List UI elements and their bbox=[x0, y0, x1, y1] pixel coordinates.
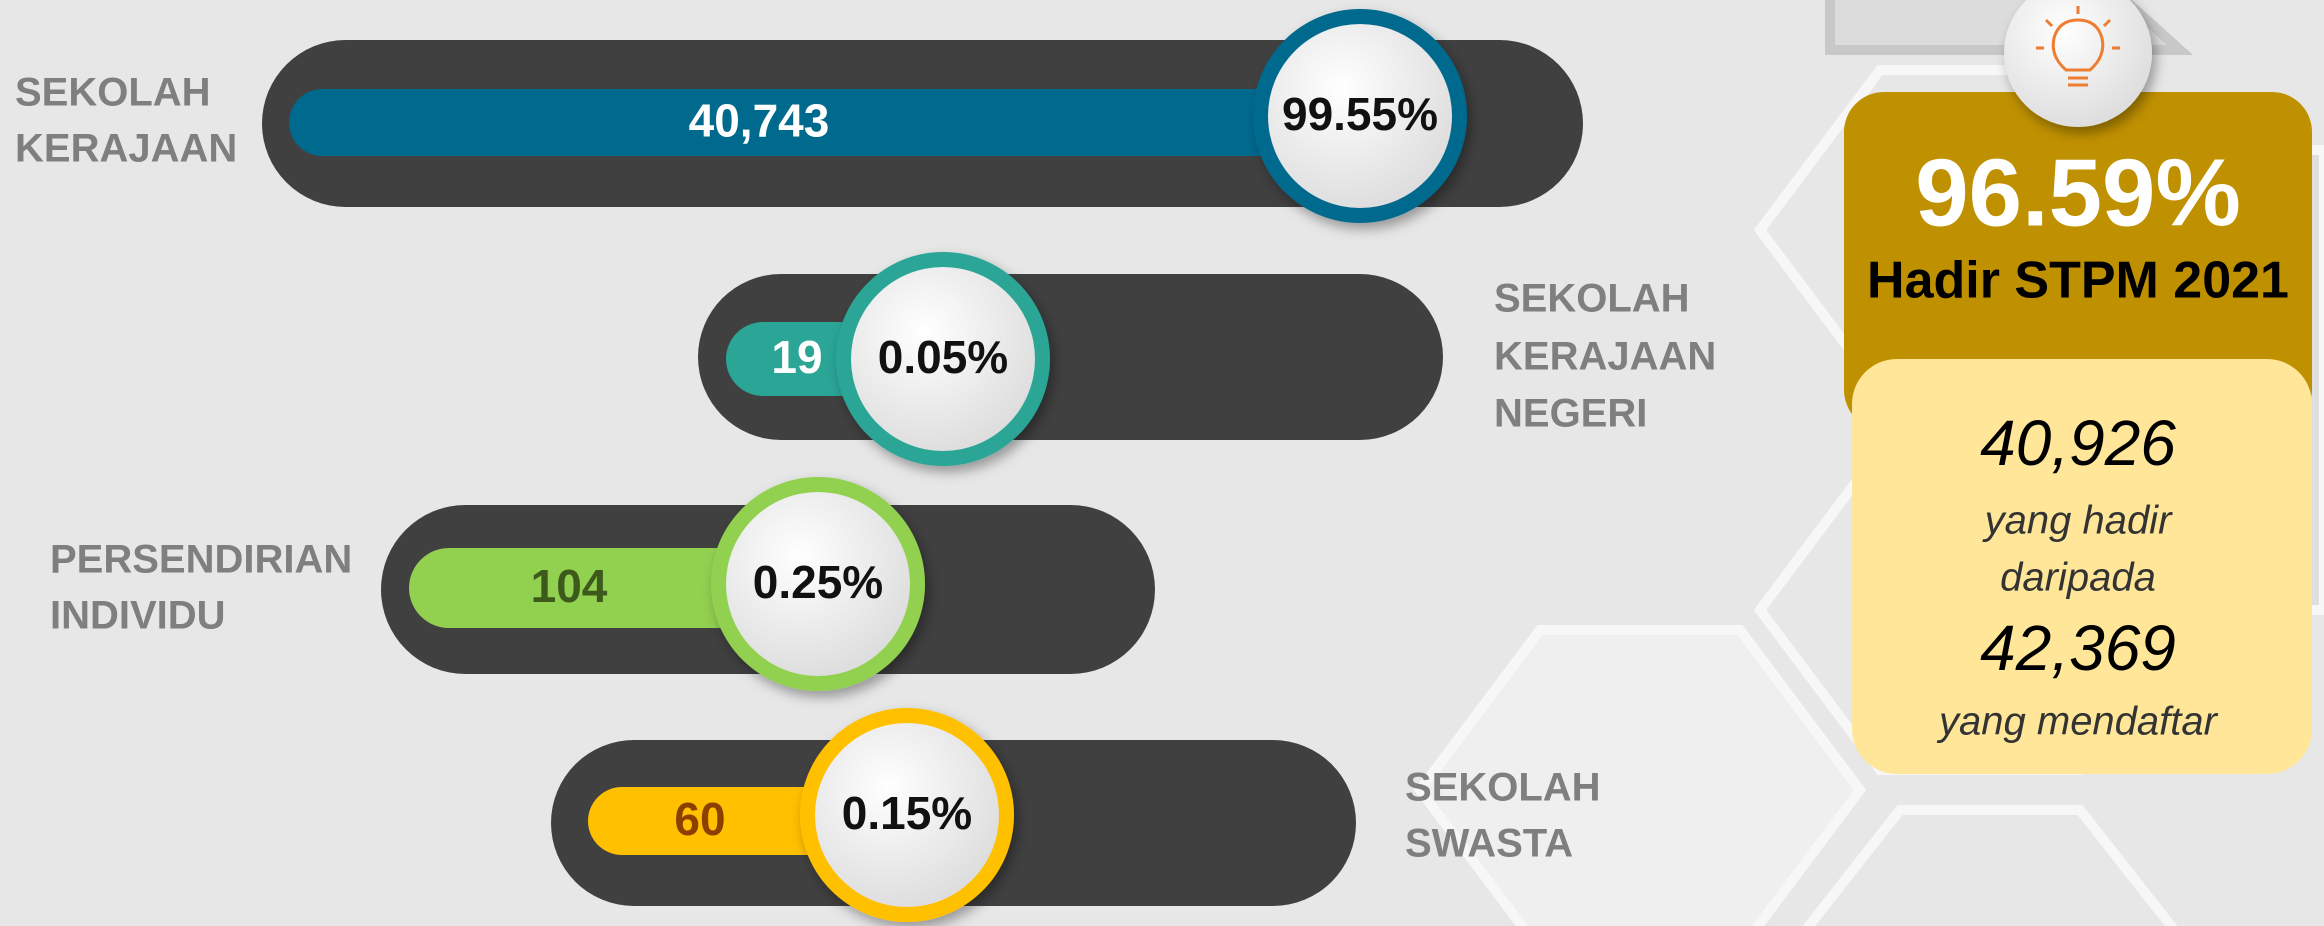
category-label: SWASTA bbox=[1405, 822, 1573, 866]
percent: 99.55% bbox=[1282, 88, 1438, 140]
detail-box bbox=[1852, 359, 2312, 774]
category-label: SEKOLAH bbox=[1494, 277, 1690, 321]
count: 19 bbox=[771, 331, 822, 383]
rate: 96.59% bbox=[1915, 139, 2241, 246]
disc bbox=[851, 267, 1035, 451]
attended-text: daripada bbox=[2000, 556, 2156, 600]
category-label: KERAJAAN bbox=[1494, 335, 1716, 379]
category-label: SEKOLAH bbox=[15, 71, 211, 115]
bar bbox=[409, 548, 769, 628]
disc bbox=[1268, 24, 1452, 208]
count: 40,743 bbox=[689, 95, 830, 147]
bulb-icon bbox=[2036, 6, 2120, 87]
count: 60 bbox=[674, 793, 725, 845]
category-label: PERSENDIRIAN bbox=[50, 538, 352, 582]
bar bbox=[588, 787, 848, 855]
registered-text: yang mendaftar bbox=[1936, 700, 2219, 744]
category-label: SEKOLAH bbox=[1405, 766, 1601, 810]
disc bbox=[726, 492, 910, 676]
percent: 0.05% bbox=[878, 331, 1008, 383]
category-label: INDIVIDU bbox=[50, 594, 226, 638]
attended-text: yang hadir bbox=[1982, 499, 2173, 543]
count: 104 bbox=[531, 560, 608, 612]
attended-count: 40,926 bbox=[1980, 407, 2176, 479]
summary-panel: 96.59% Hadir STPM 2021 40,926 yang hadir… bbox=[1844, 0, 2312, 774]
percent: 0.25% bbox=[753, 556, 883, 608]
disc bbox=[815, 723, 999, 907]
category-label: KERAJAAN bbox=[15, 127, 237, 171]
registered-count: 42,369 bbox=[1980, 612, 2176, 684]
bulb-badge bbox=[2004, 0, 2152, 127]
bar bbox=[289, 89, 1304, 156]
category-label: NEGERI bbox=[1494, 392, 1647, 436]
percent: 0.15% bbox=[842, 787, 972, 839]
rate-caption: Hadir STPM 2021 bbox=[1867, 252, 2289, 310]
rate-box bbox=[1844, 92, 2312, 430]
rows: 40,743 99.55% SEKOLAH KERAJAAN 19 0.05% SEKOLA… bbox=[15, 9, 1716, 922]
